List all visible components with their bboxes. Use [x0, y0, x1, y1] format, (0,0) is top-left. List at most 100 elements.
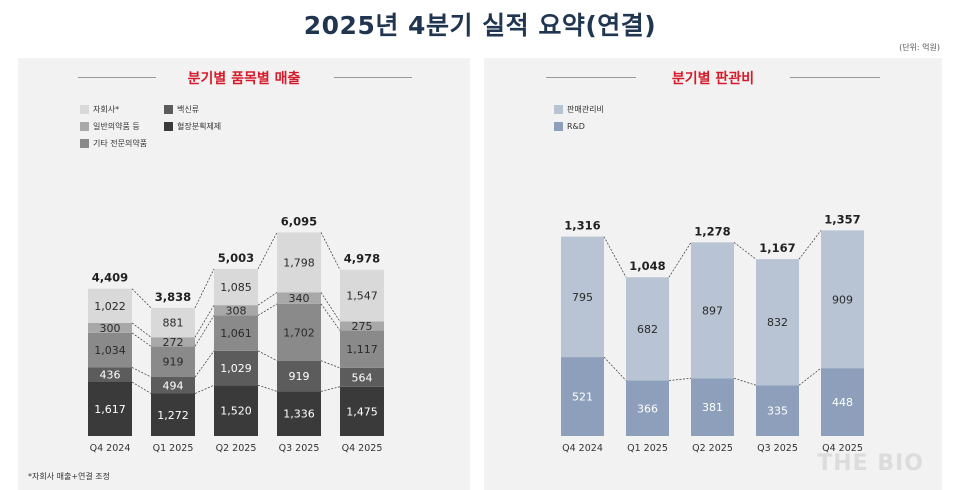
legend-item: 기타 전문의약품 [80, 138, 147, 150]
x-tick-label: Q2 2025 [692, 443, 733, 454]
data-label: 919 [289, 370, 310, 383]
bar-segment [214, 315, 258, 351]
data-label: 919 [163, 356, 184, 369]
legend-swatch [80, 139, 89, 148]
bar-segment [340, 367, 384, 387]
legend-swatch [164, 122, 173, 131]
connector-line [131, 288, 152, 309]
bar-segment [561, 357, 604, 436]
bar-segment [626, 380, 669, 436]
page-title: 2025년 4분기 실적 요약(연결) [303, 11, 657, 40]
bar-segment [277, 292, 321, 304]
connector-line [194, 350, 215, 378]
connector-line [320, 303, 341, 331]
data-label: 1,085 [220, 281, 252, 294]
x-tick-label: Q3 2025 [279, 443, 320, 454]
connector-line [131, 381, 152, 394]
total-label: 4,409 [92, 271, 128, 285]
connector-line [257, 232, 278, 270]
bar-segment [277, 232, 321, 293]
bar-segment [88, 288, 132, 323]
connector-line [668, 242, 692, 278]
total-label: 5,003 [218, 251, 254, 265]
data-label: 1,475 [346, 405, 378, 418]
bar-segment [277, 303, 321, 361]
sales-chart: 1,617 436 1,034 300 1,022 4,409 Q4 2024 1,272 49… [88, 214, 384, 454]
connector-line [320, 360, 341, 369]
connector-line [194, 384, 215, 394]
connector-line [131, 332, 152, 347]
data-label: 1,520 [220, 405, 252, 418]
bar-segment [214, 350, 258, 386]
bar-segment [277, 360, 321, 392]
legend-label: 자회사* [93, 105, 120, 114]
data-label: 1,547 [346, 290, 378, 303]
connector-line [257, 292, 278, 306]
legend-label: R&D [567, 122, 585, 131]
bar-segment [277, 391, 321, 436]
bar-segment [821, 230, 864, 369]
x-tick-label: Q4 2024 [562, 443, 603, 454]
sales-by-product-panel: 분기별 품목별 매출 자회사* 백신류 일반의약품 등 혈장분획제제 기타 전문의약품 … [18, 58, 470, 490]
legend-swatch [554, 105, 563, 114]
x-tick-label: Q4 2025 [342, 443, 383, 454]
legend-swatch [554, 122, 563, 131]
connector-line [733, 242, 757, 260]
bar-segment [340, 321, 384, 331]
legend-item: 일반의약품 등 [80, 121, 140, 133]
x-tick-label: Q1 2025 [627, 443, 668, 454]
bar-segment [214, 385, 258, 436]
data-label: 494 [163, 379, 184, 392]
bar-segment [151, 307, 195, 338]
data-label: 275 [352, 320, 373, 333]
data-label: 909 [832, 293, 853, 306]
data-label: 1,798 [283, 256, 315, 269]
data-label: 897 [702, 304, 723, 317]
data-label: 1,034 [94, 344, 126, 357]
legend-swatch [164, 105, 173, 114]
data-label: 1,336 [283, 408, 315, 421]
title-line-right [334, 77, 412, 78]
data-label: 1,022 [94, 300, 126, 313]
title-line-left [546, 77, 636, 78]
data-label: 795 [572, 291, 593, 304]
data-label: 448 [832, 396, 853, 409]
connector-line [194, 268, 215, 308]
bar-segment [340, 386, 384, 436]
data-label: 682 [637, 323, 658, 336]
connector-line [798, 367, 822, 386]
x-tick-label: Q4 2024 [90, 443, 131, 454]
unit-label: (단위: 억원) [899, 43, 940, 52]
data-label: 300 [100, 322, 121, 335]
x-tick-label: Q3 2025 [757, 443, 798, 454]
connector-line [668, 377, 692, 381]
title-line-left [78, 77, 156, 78]
connector-line [257, 384, 278, 392]
data-label: 366 [637, 402, 658, 415]
legend-item: 혈장분획제제 [164, 121, 221, 133]
connector-line [257, 303, 278, 316]
legend-label: 일반의약품 등 [93, 122, 140, 131]
connector-line [194, 315, 215, 347]
legend-label: 기타 전문의약품 [93, 139, 148, 148]
x-tick-label: Q4 2025 [822, 443, 863, 454]
title-line-right [790, 77, 880, 78]
data-label: 340 [289, 292, 310, 305]
legend-label: 혈장분획제제 [177, 122, 222, 131]
legend-label: 판매관리비 [567, 105, 604, 114]
legend-swatch [80, 105, 89, 114]
bar-segment [691, 242, 734, 379]
total-label: 6,095 [281, 214, 317, 228]
connector-line [733, 377, 757, 386]
legend-item: 백신류 [164, 104, 199, 116]
data-label: 1,117 [346, 343, 378, 356]
legend-item: R&D [554, 121, 585, 133]
bar-segment [340, 269, 384, 322]
bar-segment [88, 381, 132, 436]
sga-panel: 분기별 판관비 판매관리비 R&D 521 795 1,316 Q4 2024 366 68… [484, 58, 942, 490]
bar-segment [88, 367, 132, 382]
bar-segment [756, 385, 799, 436]
total-label: 1,278 [694, 224, 730, 238]
data-label: 1,029 [220, 362, 252, 375]
connector-line [798, 230, 822, 260]
